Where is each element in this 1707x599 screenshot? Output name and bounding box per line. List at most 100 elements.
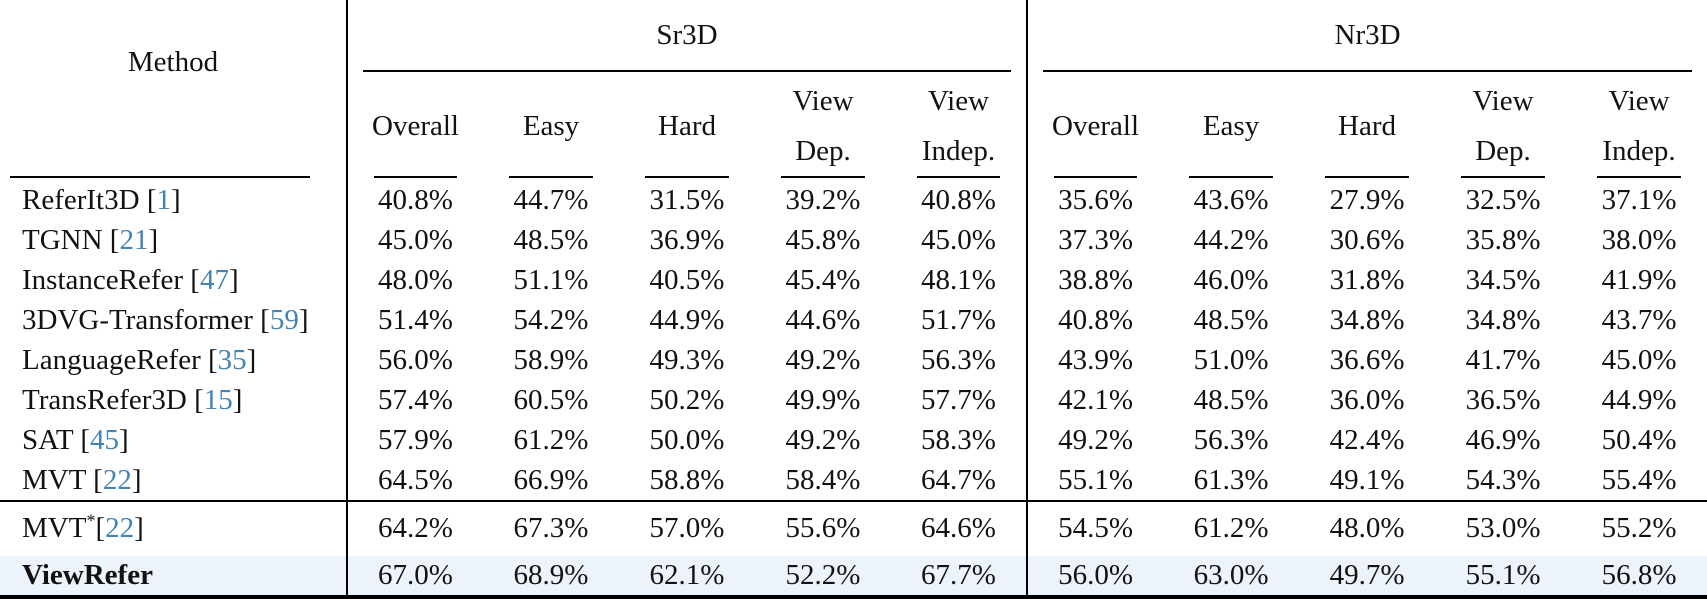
value-cell: 57.9% <box>346 420 483 460</box>
citation-link[interactable]: [59] <box>260 304 308 336</box>
table-bottom-rule <box>0 595 1707 599</box>
method-column-header: Method <box>0 0 347 180</box>
citation-bracket: [ <box>93 464 103 496</box>
method-cell: ReferIt3D [1] <box>0 180 347 220</box>
table-row: SAT [45] 57.9% 61.2% 50.0% 49.2% 58.3% 49.2% 56… <box>0 420 1707 460</box>
citation-link[interactable]: [22] <box>95 512 143 544</box>
value-cell: 48.5% <box>1193 384 1269 416</box>
citation-bracket: [ <box>146 184 157 216</box>
value-cell: 43.9% <box>1026 340 1164 380</box>
method-header-label: Method <box>127 45 219 78</box>
value-cell: 49.9% <box>785 384 861 416</box>
citation-bracket: ] <box>170 184 181 216</box>
value-cell: 52.2% <box>785 559 861 591</box>
value-cell: 45.0% <box>1601 344 1677 376</box>
value-cell: 67.0% <box>346 556 483 595</box>
method-cell: InstanceRefer [47] <box>0 260 347 300</box>
citation-link[interactable]: [35] <box>208 344 256 376</box>
value-cell: 55.4% <box>1601 464 1677 496</box>
citation-bracket: ] <box>232 384 243 416</box>
column-header-line1: Hard <box>658 110 716 142</box>
value-cell: 50.4% <box>1601 424 1677 456</box>
citation-link[interactable]: [21] <box>110 224 158 256</box>
method-name: ViewRefer <box>22 559 153 591</box>
value-cell: 50.0% <box>649 424 725 456</box>
value-cell: 45.0% <box>346 220 483 260</box>
value-cell: 44.6% <box>785 304 861 336</box>
value-cell: 51.0% <box>1193 344 1269 376</box>
method-cell: 3DVG-Transformer [59] <box>0 300 347 340</box>
value-cell: 58.8% <box>649 464 725 496</box>
value-cell: 58.4% <box>785 464 861 496</box>
method-name: TGNN <box>22 224 103 256</box>
column-header-line1: Easy <box>1202 110 1260 142</box>
citation-number[interactable]: 35 <box>217 344 247 376</box>
value-cell: 44.2% <box>1193 224 1269 256</box>
citation-bracket: [ <box>207 344 218 376</box>
method-cell: SAT [45] <box>0 420 347 460</box>
value-cell: 61.2% <box>513 424 589 456</box>
table-row: 3DVG-Transformer [59] 51.4% 54.2% 44.9% 44.6… <box>0 300 1707 340</box>
value-cell: 36.5% <box>1465 384 1541 416</box>
value-cell: 51.7% <box>921 304 996 336</box>
citation-link[interactable]: [15] <box>194 384 242 416</box>
value-cell: 44.9% <box>1601 384 1677 416</box>
method-name: ReferIt3D <box>22 184 140 216</box>
citation-link[interactable]: [22] <box>93 464 141 496</box>
group-header-nr3d-label: Nr3D <box>1043 0 1693 72</box>
citation-bracket: ] <box>246 344 257 376</box>
method-name: TransRefer3D <box>22 384 187 416</box>
value-cell: 64.7% <box>921 464 996 496</box>
value-cell: 46.0% <box>1193 264 1269 296</box>
value-cell: 68.9% <box>513 559 589 591</box>
column-header-rule <box>1324 176 1410 178</box>
citation-bracket: ] <box>228 264 239 296</box>
value-cell: 31.5% <box>649 184 725 216</box>
value-cell: 44.9% <box>649 304 725 336</box>
column-header-line1: Overall <box>1052 110 1140 142</box>
value-cell: 44.7% <box>513 184 589 216</box>
column-header-rule <box>916 176 1001 178</box>
value-cell: 48.5% <box>513 224 589 256</box>
column-header-nr3d-easy: Easy <box>1163 72 1299 180</box>
citation-number[interactable]: 47 <box>199 264 229 296</box>
value-cell: 40.8% <box>921 184 996 216</box>
citation-number[interactable]: 59 <box>269 304 299 336</box>
value-cell: 30.6% <box>1329 224 1405 256</box>
column-header-rule <box>508 176 594 178</box>
citation-bracket: ] <box>131 464 142 496</box>
value-cell: 55.1% <box>1465 559 1541 591</box>
value-cell: 34.5% <box>1465 264 1541 296</box>
citation-number[interactable]: 45 <box>89 424 119 456</box>
asterisk-superscript: * <box>86 510 96 531</box>
citation-link[interactable]: [1] <box>147 184 181 216</box>
column-header-sr3d-view-dep: View Dep. <box>755 72 891 180</box>
value-cell: 36.0% <box>1329 384 1405 416</box>
citation-bracket: ] <box>148 224 159 256</box>
value-cell: 55.6% <box>755 500 891 556</box>
citation-link[interactable]: [47] <box>190 264 238 296</box>
value-cell: 42.4% <box>1329 424 1405 456</box>
value-cell: 42.1% <box>1026 380 1164 420</box>
citation-number[interactable]: 22 <box>105 512 135 544</box>
value-cell: 58.3% <box>921 424 996 456</box>
column-header-line2: Indep. <box>1602 135 1676 167</box>
column-header-rule <box>1188 176 1274 178</box>
citation-number[interactable]: 22 <box>102 464 132 496</box>
citation-link[interactable]: [45] <box>80 424 128 456</box>
column-header-nr3d-view-indep: View Indep. <box>1571 72 1707 180</box>
method-name: LanguageRefer <box>22 344 201 376</box>
citation-number[interactable]: 21 <box>119 224 149 256</box>
method-cell: TGNN [21] <box>0 220 347 260</box>
column-header-sr3d-hard: Hard <box>619 72 755 180</box>
value-cell: 43.6% <box>1193 184 1269 216</box>
citation-number[interactable]: 15 <box>203 384 233 416</box>
value-cell: 54.5% <box>1026 500 1164 556</box>
group-header-sr3d: Sr3D <box>345 0 1028 72</box>
value-cell: 48.1% <box>921 264 996 296</box>
value-cell: 41.7% <box>1465 344 1541 376</box>
citation-number[interactable]: 1 <box>156 184 171 216</box>
value-cell: 67.3% <box>483 500 619 556</box>
value-cell: 35.8% <box>1465 224 1541 256</box>
method-name: InstanceRefer <box>22 264 184 296</box>
